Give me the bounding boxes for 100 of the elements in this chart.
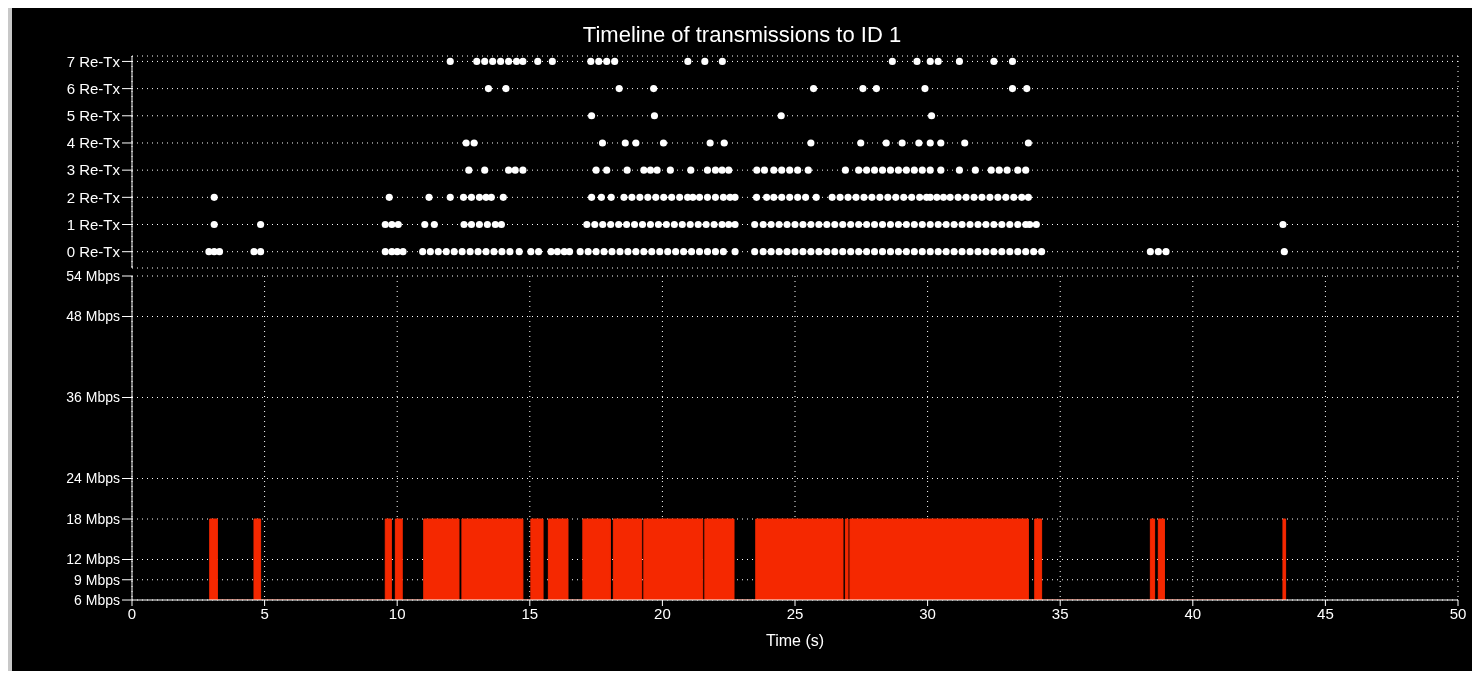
point — [711, 166, 720, 174]
point — [481, 166, 489, 174]
point — [701, 57, 709, 65]
x-tick-label: 35 — [1051, 604, 1069, 622]
point — [894, 166, 902, 174]
point — [465, 166, 473, 174]
point — [898, 139, 906, 147]
point — [926, 57, 934, 65]
point — [598, 139, 607, 147]
point — [623, 166, 631, 174]
point — [587, 57, 595, 65]
x-tick-label: 5 — [260, 604, 269, 622]
point — [511, 166, 519, 174]
point — [918, 166, 926, 174]
point — [718, 166, 726, 174]
point — [470, 139, 478, 147]
point — [1023, 85, 1031, 93]
x-tick-label: 40 — [1184, 604, 1202, 622]
y-tick-label: 6 Mbps — [74, 591, 120, 608]
point — [481, 57, 489, 65]
point — [621, 139, 629, 147]
y-tick-label: 5 Re-Tx — [66, 107, 121, 125]
point — [632, 139, 640, 147]
x-axis-title: Time (s) — [765, 632, 825, 649]
y-tick-label: 12 Mbps — [66, 551, 120, 568]
point — [473, 57, 481, 65]
y-tick-label: 2 Re-Tx — [66, 188, 121, 206]
point — [502, 85, 510, 93]
point — [446, 57, 454, 65]
point — [888, 57, 896, 65]
point — [519, 166, 527, 174]
point — [863, 166, 871, 174]
point — [512, 57, 521, 65]
point — [937, 139, 945, 147]
point — [859, 85, 867, 93]
point — [921, 85, 929, 93]
x-tick-label: 50 — [1449, 604, 1467, 622]
point — [902, 166, 910, 174]
x-tick-label: 10 — [388, 604, 406, 622]
point — [725, 166, 733, 174]
point — [934, 57, 942, 65]
point — [872, 85, 880, 93]
point — [687, 166, 695, 174]
point — [603, 166, 611, 174]
point — [505, 57, 513, 65]
point — [1022, 166, 1030, 174]
point — [592, 166, 600, 174]
point — [794, 166, 802, 174]
y-tick-label: 0 Re-Tx — [66, 243, 121, 261]
point — [913, 57, 921, 65]
point — [611, 57, 619, 65]
y-tick-label: 7 Re-Tx — [66, 52, 121, 70]
point — [971, 166, 979, 174]
point — [1008, 57, 1017, 65]
point — [910, 166, 918, 174]
point — [603, 57, 611, 65]
y-tick-label: 9 Mbps — [74, 571, 120, 588]
point — [646, 166, 655, 174]
point — [810, 85, 818, 93]
point — [786, 166, 794, 174]
point — [548, 57, 556, 65]
point — [857, 139, 865, 147]
point — [640, 166, 648, 174]
point — [615, 85, 623, 93]
point — [804, 166, 812, 174]
x-tick-label: 45 — [1317, 604, 1334, 622]
point — [718, 57, 726, 65]
point — [990, 57, 998, 65]
point — [1003, 166, 1011, 174]
point — [807, 139, 815, 147]
point — [955, 57, 963, 65]
y-tick-label: 6 Re-Tx — [66, 79, 121, 97]
point — [484, 85, 492, 93]
point — [770, 166, 778, 174]
x-tick-label: 0 — [127, 604, 137, 622]
point — [497, 57, 505, 65]
x-tick-label: 30 — [919, 604, 936, 622]
point — [653, 166, 661, 174]
point — [915, 139, 923, 147]
y-tick-label: 48 Mbps — [66, 308, 120, 325]
y-tick-label: 18 Mbps — [66, 510, 120, 527]
point — [882, 139, 890, 147]
point — [666, 166, 674, 174]
point — [987, 166, 995, 174]
y-tick-label: 24 Mbps — [66, 470, 120, 487]
point — [855, 166, 863, 174]
chart-title: Timeline of transmissions to ID 1 — [581, 22, 903, 48]
point — [703, 166, 712, 174]
point — [489, 57, 497, 65]
point — [886, 166, 895, 174]
point — [937, 166, 945, 174]
point — [777, 112, 785, 120]
point — [462, 139, 470, 147]
point — [778, 166, 786, 174]
y-tick-label: 1 Re-Tx — [66, 215, 121, 233]
point — [1024, 139, 1032, 147]
point — [706, 139, 714, 147]
point — [926, 139, 934, 147]
point — [720, 139, 728, 147]
y-tick-label: 3 Re-Tx — [66, 161, 121, 179]
